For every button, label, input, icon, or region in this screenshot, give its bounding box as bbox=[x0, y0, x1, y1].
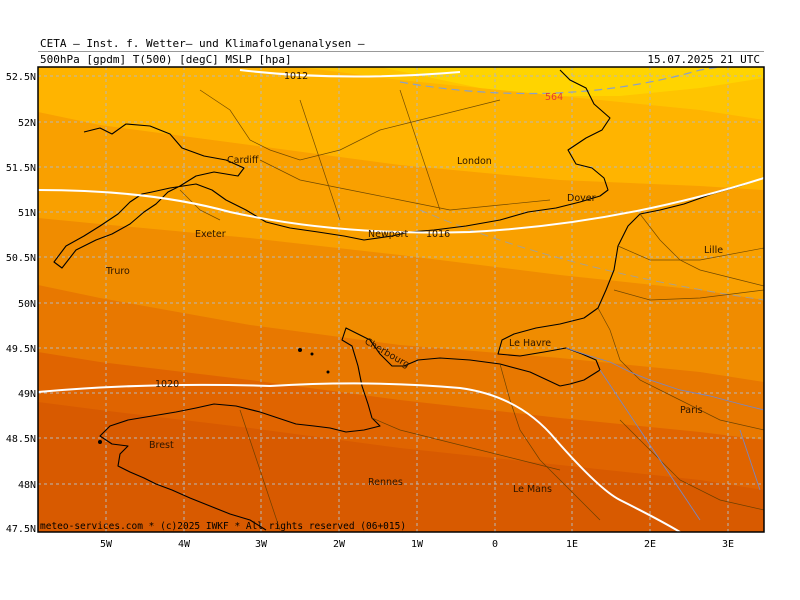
place-label-brest: Brest bbox=[149, 440, 174, 451]
lat-label: 48N bbox=[18, 480, 36, 491]
place-label-exeter: Exeter bbox=[195, 229, 226, 240]
coastlines bbox=[53, 69, 764, 531]
islands bbox=[98, 348, 330, 444]
place-label-lille: Lille bbox=[704, 245, 723, 256]
lat-label: 47.5N bbox=[6, 524, 36, 535]
map-frame bbox=[37, 66, 765, 533]
lat-label: 50N bbox=[18, 299, 36, 310]
isobar-label-1012: 1012 bbox=[284, 71, 308, 82]
lat-label: 52N bbox=[18, 118, 36, 129]
lon-label: 2W bbox=[333, 539, 346, 550]
admin-borders bbox=[179, 89, 764, 531]
place-label-le-mans: Le Mans bbox=[513, 484, 552, 495]
isobar-label-1020: 1020 bbox=[155, 379, 179, 390]
place-label-newport: Newport bbox=[368, 229, 408, 240]
rivers bbox=[565, 347, 764, 521]
copyright-footer: meteo-services.com * (c)2025 IWKF * All … bbox=[40, 521, 406, 532]
contour-labels: 1012 1016 1020 564 bbox=[155, 71, 563, 390]
lon-label: 5W bbox=[100, 539, 113, 550]
place-label-cardiff: Cardiff bbox=[227, 155, 259, 166]
isobars bbox=[38, 69, 764, 532]
lat-label: 51N bbox=[18, 208, 36, 219]
valid-time: 15.07.2025 21 UTC bbox=[647, 53, 760, 66]
geopotential-line-south bbox=[419, 209, 764, 301]
geopotential-line-564 bbox=[399, 67, 724, 95]
lat-label: 52.5N bbox=[6, 72, 36, 83]
place-label-le-havre: Le Havre bbox=[509, 338, 551, 349]
place-label-rennes: Rennes bbox=[368, 477, 403, 488]
lat-label: 49.5N bbox=[6, 344, 36, 355]
isobar-1016 bbox=[38, 177, 764, 234]
lon-label: 3E bbox=[722, 539, 734, 550]
lon-label: 1W bbox=[411, 539, 424, 550]
isobar-1020 bbox=[38, 382, 681, 532]
place-label-london: London bbox=[457, 156, 492, 167]
chart-title: CETA – Inst. f. Wetter– und Klimafolgena… bbox=[40, 37, 365, 50]
place-label-truro: Truro bbox=[105, 266, 130, 277]
lon-label: 4W bbox=[178, 539, 191, 550]
isobar-1012 bbox=[239, 69, 461, 78]
geopotential-label-564: 564 bbox=[545, 92, 563, 103]
map-canvas bbox=[38, 67, 764, 532]
chart-fields: 500hPa [gpdm] T(500) [degC] MSLP [hpa] bbox=[40, 53, 292, 66]
lat-label: 50.5N bbox=[6, 253, 36, 264]
lat-label: 48.5N bbox=[6, 434, 36, 445]
lon-label: 1E bbox=[566, 539, 578, 550]
place-label-dover: Dover bbox=[567, 193, 596, 204]
lon-label: 0 bbox=[492, 539, 498, 550]
place-label-paris: Paris bbox=[680, 405, 703, 416]
lon-label: 3W bbox=[255, 539, 268, 550]
lat-label: 49N bbox=[18, 389, 36, 400]
lon-label: 2E bbox=[644, 539, 656, 550]
isobar-label-1016: 1016 bbox=[426, 229, 450, 240]
longitude-labels: 5W 4W 3W 2W 1W 0 1E 2E 3E bbox=[100, 539, 734, 550]
lat-label: 51.5N bbox=[6, 163, 36, 174]
latitude-labels: 52.5N 52N 51.5N 51N 50.5N 50N 49.5N 49N … bbox=[6, 72, 36, 535]
header-divider bbox=[38, 51, 764, 52]
